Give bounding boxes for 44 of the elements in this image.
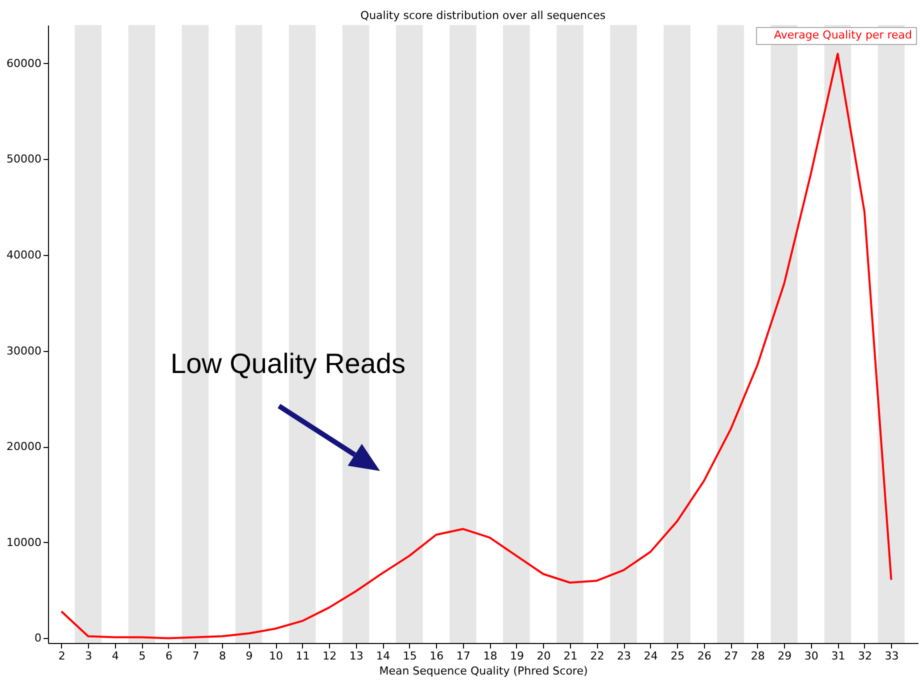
y-tick-label: 40000 [6, 248, 42, 262]
annotation: Low Quality Reads [170, 348, 406, 379]
x-tick-label: 14 [376, 650, 390, 662]
y-tick-label: 50000 [6, 152, 42, 166]
x-tick-label: 20 [536, 650, 551, 662]
x-tick-label: 29 [778, 650, 792, 662]
x-tick-label: 5 [138, 650, 146, 662]
x-tick-label: 18 [483, 650, 498, 662]
x-tick-label: 33 [884, 650, 899, 662]
y-tick-label: 60000 [6, 56, 42, 70]
x-tick-label: 28 [750, 650, 765, 662]
x-tick-label: 22 [590, 650, 604, 662]
line-series [60, 52, 892, 640]
y-tick-label: 30000 [6, 344, 42, 358]
x-tick-label: 30 [804, 650, 818, 662]
x-tick-label: 24 [644, 650, 658, 662]
x-tick-label: 8 [219, 650, 226, 662]
x-tick-label: 15 [402, 650, 417, 662]
x-tick-label: 2 [58, 650, 66, 662]
y-tick-label: 20000 [6, 440, 42, 454]
x-tick-label: 9 [246, 650, 253, 662]
x-tick-label: 31 [831, 650, 846, 662]
y-tick-label: 10000 [6, 536, 42, 549]
x-tick-label: 25 [670, 650, 685, 662]
x-tick-label: 4 [112, 650, 119, 662]
x-tick-label: 17 [456, 650, 470, 662]
x-tick-label: 32 [858, 650, 872, 662]
x-tick-label: 10 [269, 650, 284, 662]
series-label: Average Quality per read [774, 28, 912, 42]
x-tick-label: 26 [697, 650, 712, 662]
x-tick-label: 7 [192, 650, 200, 662]
y-tick-label: 0 [34, 632, 42, 645]
x-tick-label: 27 [724, 650, 738, 662]
x-tick-label: 6 [165, 650, 172, 662]
x-tick-label: 21 [564, 650, 578, 662]
x-axis-title: Mean Sequence Quality (Phred Score) [379, 664, 588, 678]
x-tick-label: 3 [85, 650, 92, 662]
x-tick-label: 12 [322, 650, 337, 662]
chart-title: Quality score distribution over all sequences [360, 9, 606, 22]
x-tick-label: 23 [617, 650, 632, 662]
x-tick-label: 11 [296, 650, 310, 662]
x-tick-label: 16 [430, 650, 444, 662]
x-tick-label: 19 [510, 650, 524, 662]
x-tick-label: 13 [349, 650, 364, 662]
